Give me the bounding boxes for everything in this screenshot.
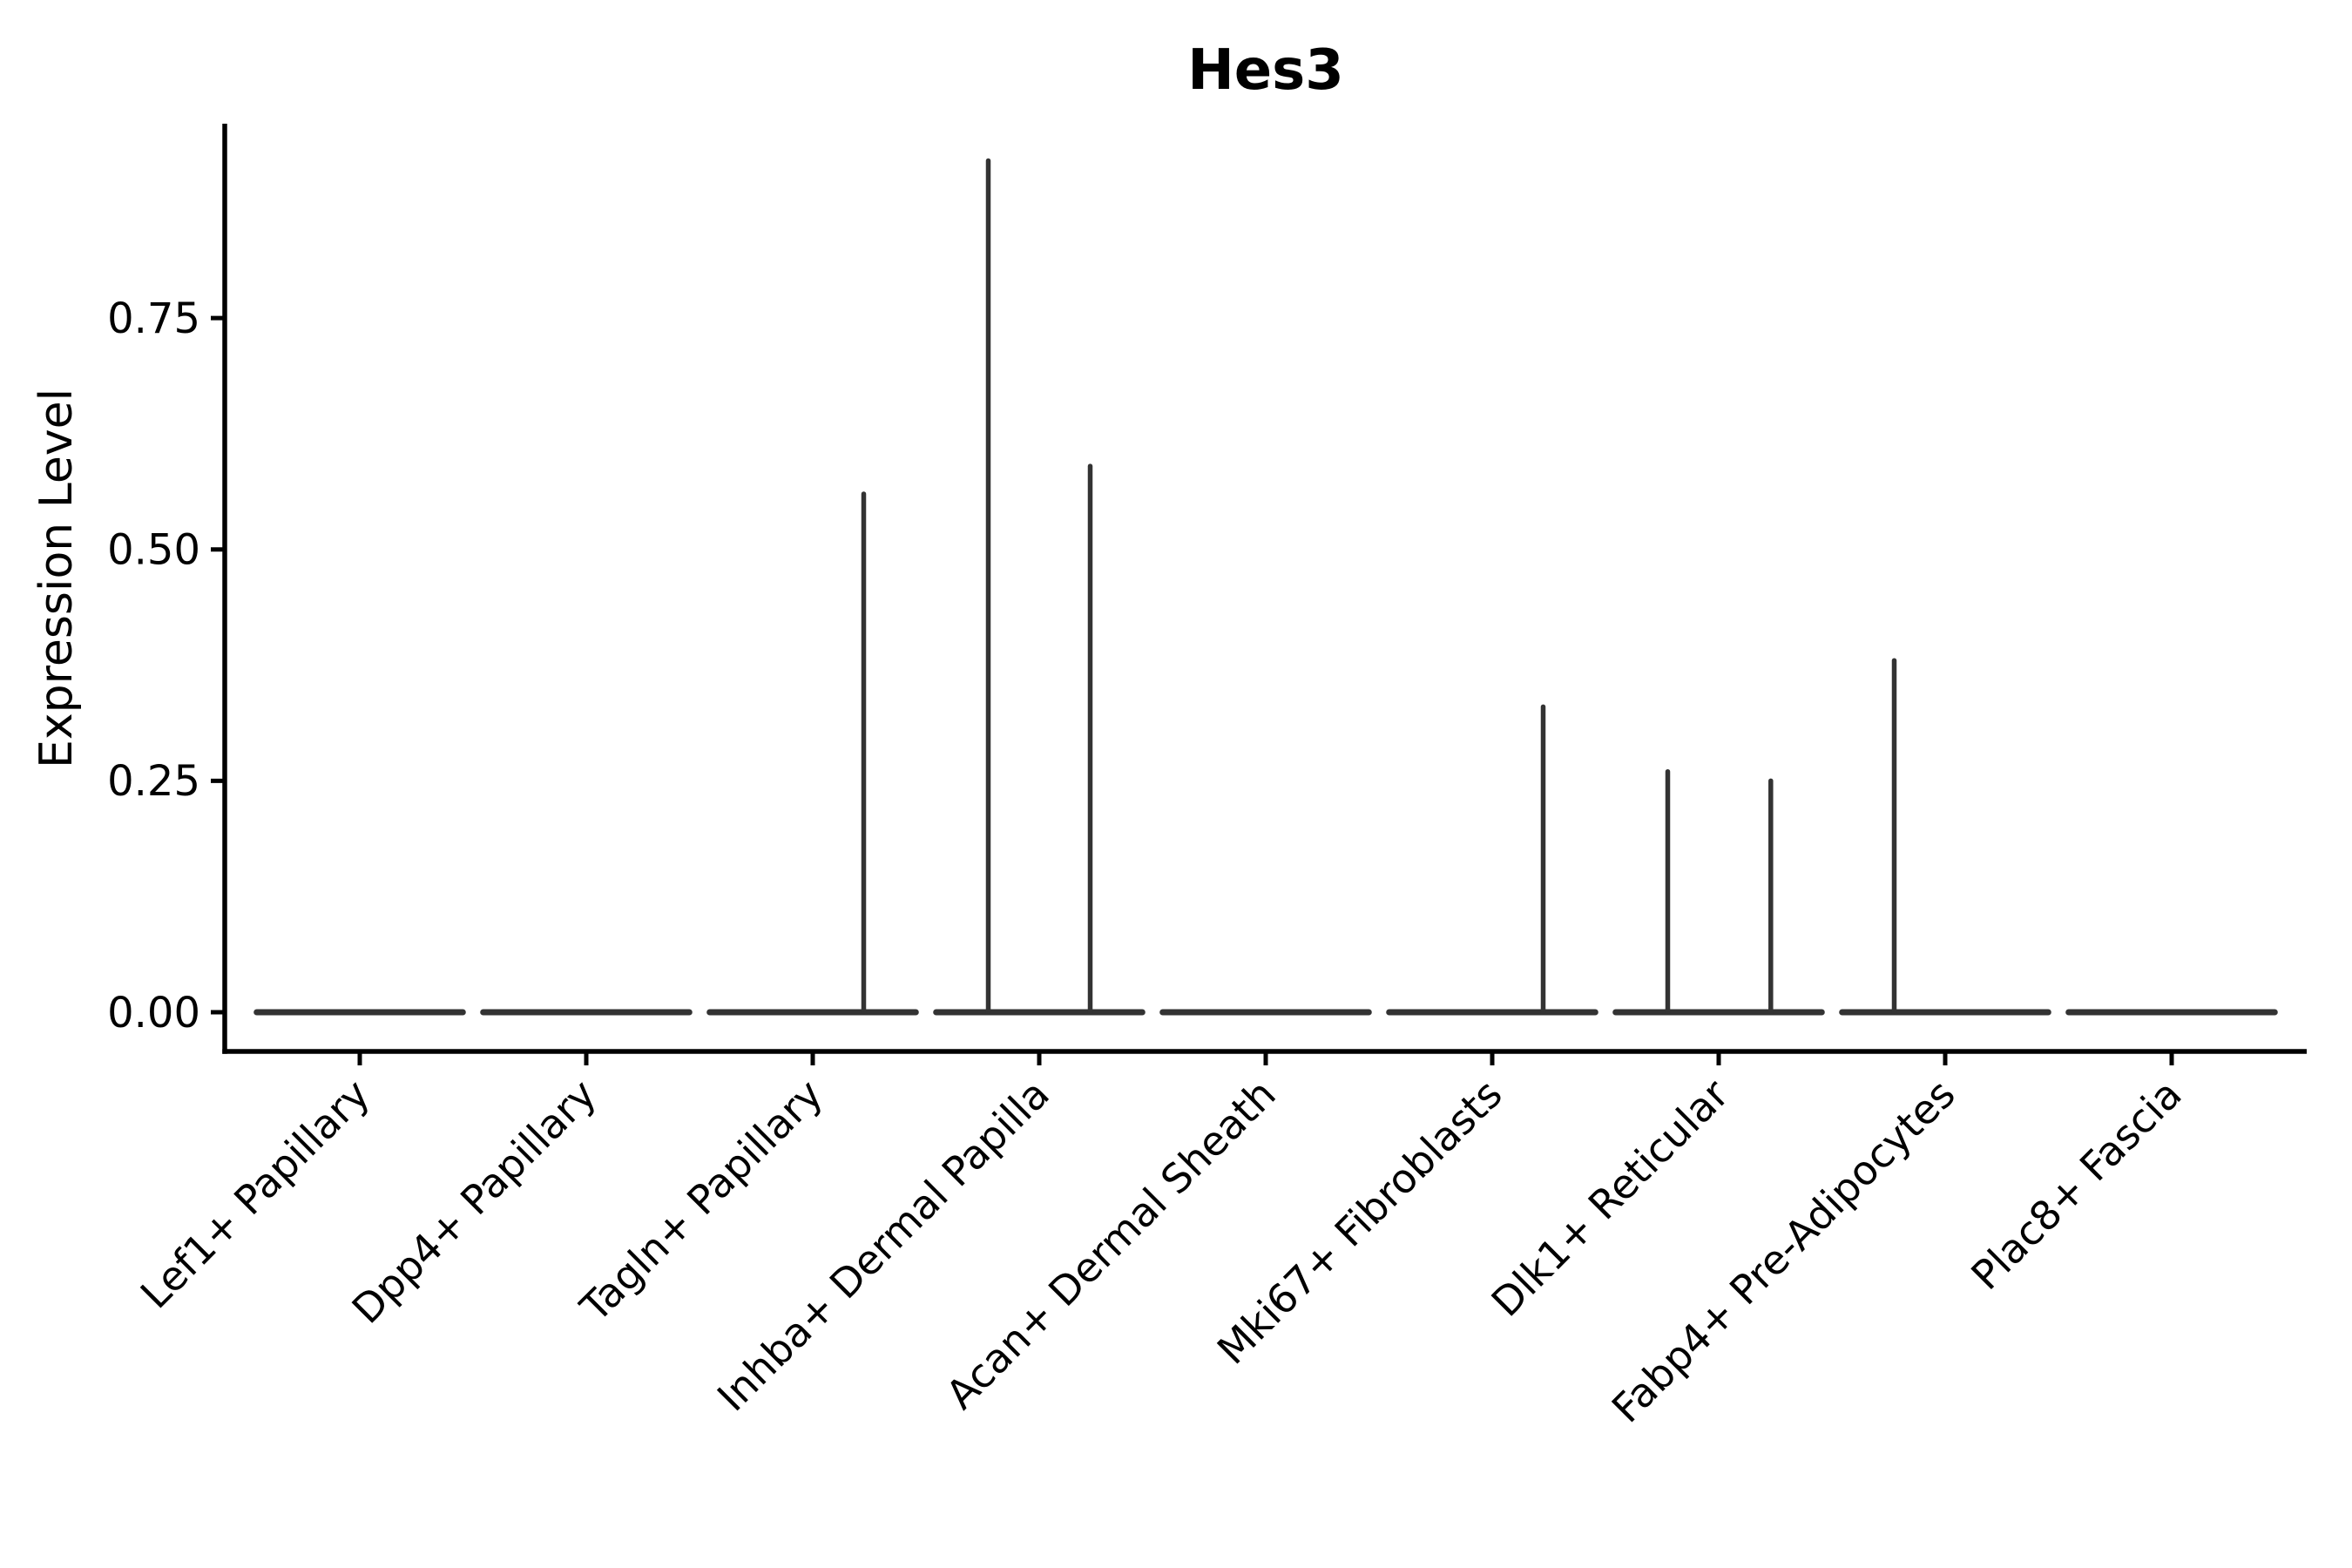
x-tick-label: Lef1+ Papillary xyxy=(132,1071,379,1318)
y-tick-label: 0.75 xyxy=(107,294,200,343)
y-tick-label: 0.25 xyxy=(107,757,200,806)
y-axis-ticks: 0.00 0.25 0.50 0.75 xyxy=(107,294,225,1037)
violins xyxy=(253,158,2278,1016)
x-tick-label: Dlk1+ Reticular xyxy=(1483,1071,1738,1326)
violin xyxy=(1612,769,1825,1016)
x-tick-label: Plac8+ Fascia xyxy=(1962,1071,2190,1299)
y-tick-label: 0.00 xyxy=(107,989,200,1037)
violin xyxy=(933,158,1146,1016)
x-tick-label: Dpp4+ Papillary xyxy=(343,1071,605,1333)
y-axis-title: Expression Level xyxy=(30,389,83,768)
violin xyxy=(1839,658,2051,1016)
violin xyxy=(706,491,919,1016)
chart-title: Hes3 xyxy=(1187,38,1344,103)
x-tick-label: Tagln+ Papillary xyxy=(571,1071,832,1332)
axes xyxy=(222,124,2307,1054)
violin xyxy=(1386,704,1598,1016)
y-tick-label: 0.50 xyxy=(107,526,200,575)
